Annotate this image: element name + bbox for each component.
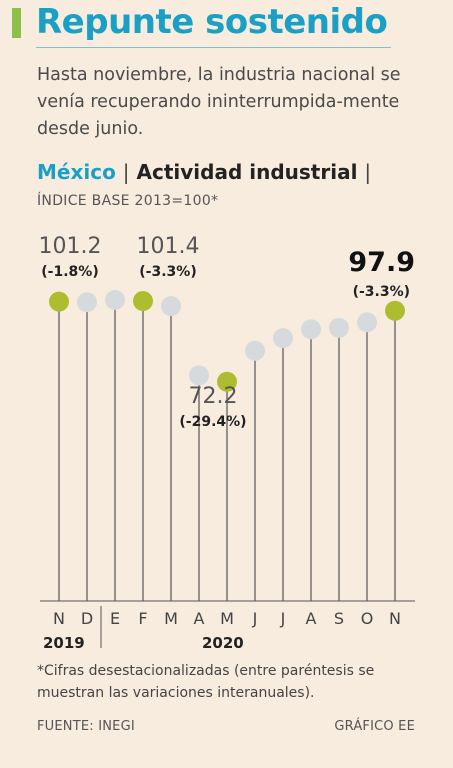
x-tick-label: M <box>220 609 234 628</box>
chart-subtitle: Hasta noviembre, la industria nacional s… <box>37 65 401 139</box>
data-label-value: 97.9 <box>348 247 415 278</box>
chart-title: Repunte sostenido <box>36 2 388 42</box>
title-divider <box>36 47 391 48</box>
x-tick-label: J <box>280 609 286 628</box>
data-point <box>77 292 97 313</box>
data-label-change: (-29.4%) <box>179 414 246 430</box>
data-point <box>329 317 349 338</box>
x-tick-label: N <box>389 609 401 628</box>
title-accent-bar <box>12 8 21 38</box>
x-tick-label: N <box>53 609 65 628</box>
data-point <box>105 289 125 310</box>
x-tick-label: F <box>138 609 147 628</box>
index-base-label: ÍNDICE BASE 2013=100* <box>37 193 219 209</box>
x-tick-label: S <box>334 609 344 628</box>
section-country: México <box>37 160 116 184</box>
section-separator-end: | <box>364 160 372 184</box>
footnote: *Cifras desestacionalizadas (entre parén… <box>37 663 375 701</box>
x-tick-label: E <box>110 609 120 628</box>
x-tick-label: A <box>306 609 317 628</box>
data-point <box>357 312 377 333</box>
data-label-change: (-3.3%) <box>139 264 196 280</box>
data-point-highlight <box>385 300 405 321</box>
year-label: 2019 <box>43 634 85 652</box>
credit-label: GRÁFICO EE <box>334 719 415 734</box>
source-label: FUENTE: INEGI <box>37 719 135 734</box>
section-heading: México | Actividad industrial | <box>37 160 371 184</box>
data-point-highlight <box>49 291 69 312</box>
x-tick-label: D <box>81 609 93 628</box>
data-label-value: 72.2 <box>189 384 238 409</box>
x-tick-label: M <box>164 609 178 628</box>
data-point <box>273 328 293 349</box>
data-label-change: (-1.8%) <box>41 264 98 280</box>
x-tick-label: A <box>194 609 205 628</box>
section-separator: | <box>122 160 130 184</box>
data-point <box>301 319 321 340</box>
x-tick-label: J <box>252 609 258 628</box>
data-label-value: 101.4 <box>137 234 200 259</box>
data-point <box>189 365 209 386</box>
data-point-highlight <box>217 371 237 392</box>
data-point <box>245 340 265 361</box>
section-name: Actividad industrial <box>136 160 358 184</box>
data-label-change: (-3.3%) <box>353 284 410 300</box>
x-tick-label: O <box>361 609 374 628</box>
data-point-highlight <box>133 291 153 312</box>
year-label: 2020 <box>202 634 244 652</box>
data-label-value: 101.2 <box>39 234 102 259</box>
data-point <box>161 296 181 317</box>
